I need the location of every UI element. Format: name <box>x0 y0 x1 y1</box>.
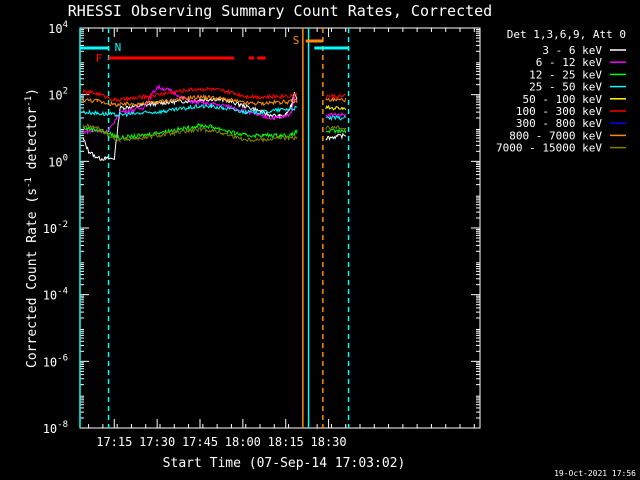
legend-entry-label: 25 - 50 keV <box>529 81 602 94</box>
x-tick-label: 18:15 <box>268 435 304 449</box>
legend-entry-label: 7000 - 15000 keV <box>496 142 602 155</box>
legend-entry-label: 100 - 300 keV <box>516 105 602 118</box>
y-tick-label: 10-6 <box>43 353 68 369</box>
series-line <box>82 91 346 161</box>
y-tick-label: 10-8 <box>43 420 68 436</box>
series-line <box>82 93 347 107</box>
series-line <box>82 123 347 144</box>
x-tick-label: 18:00 <box>225 435 261 449</box>
y-tick-label: 100 <box>48 153 68 169</box>
legend-entry-label: 50 - 100 keV <box>523 93 603 106</box>
plot-frame <box>79 27 481 429</box>
y-tick-label: 10-4 <box>43 287 68 303</box>
legend-entry-label: 3 - 6 keV <box>542 44 602 57</box>
x-axis-label: Start Time (07-Sep-14 17:03:02) <box>163 456 406 471</box>
x-tick-label: 17:15 <box>96 435 132 449</box>
series-line <box>82 83 347 135</box>
state-markers: NF S <box>79 28 350 428</box>
legend-header: Det 1,3,6,9, Att 0 <box>507 28 626 41</box>
saa-label: S <box>293 34 300 47</box>
footer-date: 19-Oct-2021 17:56 <box>554 469 636 478</box>
legend-entry-label: 12 - 25 keV <box>529 68 602 81</box>
y-tick-label: 102 <box>48 87 68 103</box>
y-axis: 104 102 100 10-2 10-4 10-6 10-8 <box>43 20 480 436</box>
legend-entry-label: 800 - 7000 keV <box>509 129 602 142</box>
flare-label: F <box>96 52 103 65</box>
x-axis: 17:15 17:30 17:45 18:00 18:15 18:30 <box>88 28 475 449</box>
legend-entry-label: 300 - 800 keV <box>516 117 602 130</box>
series-line <box>82 103 347 121</box>
series-line <box>82 86 347 103</box>
y-tick-label: 10-2 <box>43 220 68 236</box>
series-line <box>82 122 347 141</box>
y-axis-label: Corrected Count Rate (s-1 detector-1) <box>24 88 40 368</box>
x-tick-label: 17:45 <box>182 435 218 449</box>
x-tick-label: 18:30 <box>311 435 347 449</box>
series-line <box>325 104 347 111</box>
series-group <box>82 83 347 161</box>
night-label: N <box>115 41 122 54</box>
x-tick-label: 17:30 <box>139 435 175 449</box>
legend-entry-label: 6 - 12 keV <box>536 56 603 69</box>
chart-title: RHESSI Observing Summary Count Rates, Co… <box>68 2 492 20</box>
y-tick-label: 104 <box>48 20 68 36</box>
